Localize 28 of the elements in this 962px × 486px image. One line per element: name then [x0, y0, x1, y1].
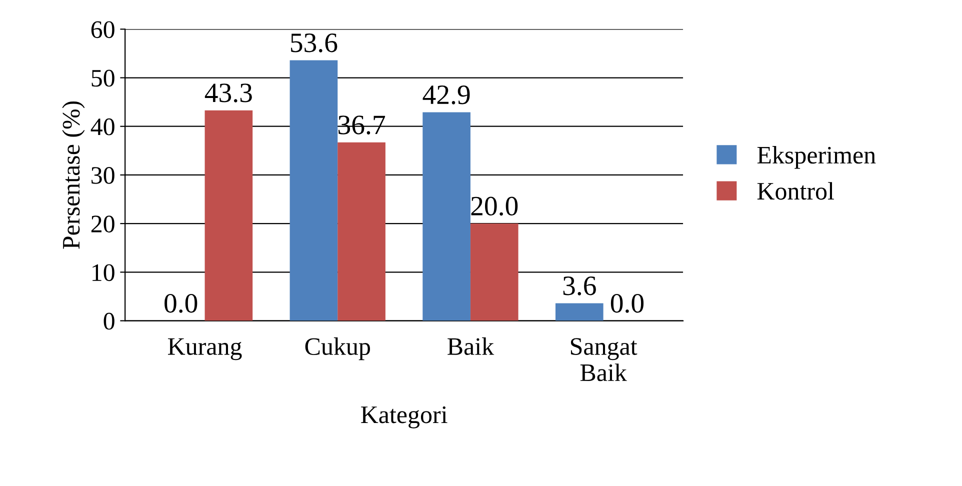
data-label: 3.6	[563, 276, 596, 296]
x-tick-label: Kurang	[168, 338, 242, 360]
y-tick-label: 10	[92, 264, 114, 282]
bar	[204, 110, 253, 321]
y-tick-label: 40	[90, 118, 114, 136]
data-label: 20.0	[471, 196, 518, 216]
bar	[555, 303, 604, 321]
bar	[290, 60, 338, 321]
x-tick-label: Baik	[448, 337, 494, 356]
y-tick-label: 20	[91, 216, 114, 232]
data-label: 0.0	[164, 294, 198, 313]
bar	[422, 112, 470, 321]
legend-label: Eksperimen	[757, 146, 876, 169]
legend-label: Kontrol	[757, 182, 834, 200]
y-tick-label: 50	[92, 70, 114, 87]
data-label: 43.3	[204, 84, 252, 102]
data-label: 0.0	[610, 294, 644, 313]
y-tick-label: 30	[92, 167, 114, 184]
x-axis-title: Kategori	[361, 406, 448, 428]
data-label: 42.9	[422, 86, 470, 104]
y-tick-label: 0	[104, 312, 114, 330]
x-tick-label: Sangat Baik	[570, 338, 638, 382]
data-label: 53.6	[291, 34, 338, 52]
y-tick-label: 60	[91, 21, 114, 38]
x-tick-label: Cukup	[305, 337, 370, 360]
bar	[470, 224, 518, 321]
bar	[338, 142, 386, 321]
y-axis-title: Persentase (%)	[62, 101, 85, 249]
